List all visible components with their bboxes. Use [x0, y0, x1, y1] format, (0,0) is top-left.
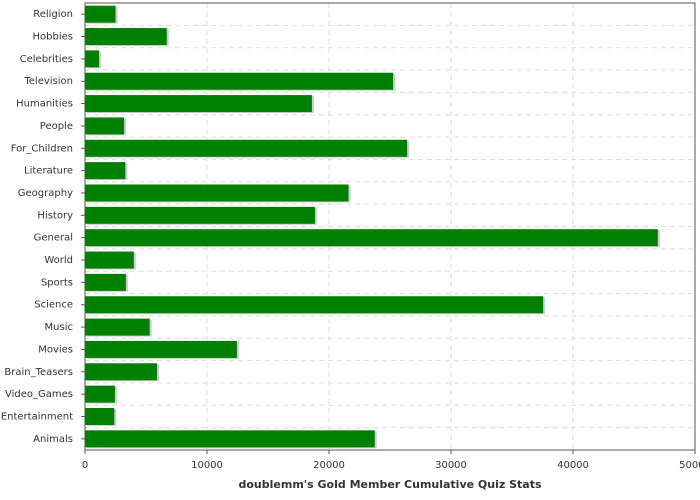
- y-tick-label: Sports: [41, 277, 73, 288]
- bar: [85, 72, 394, 90]
- x-axis-title: doublemm's Gold Member Cumulative Quiz S…: [238, 478, 541, 491]
- y-tick-label: World: [44, 255, 73, 266]
- y-tick-label: Geography: [18, 188, 73, 199]
- x-tick-label: 10000: [191, 460, 223, 471]
- y-tick-label: Brain_Teasers: [4, 367, 73, 378]
- y-tick-label: Entertainment: [1, 411, 73, 422]
- bar: [85, 95, 312, 113]
- plot-border: [84, 2, 696, 451]
- y-tick-label: Literature: [24, 166, 73, 177]
- y-tick-label: Celebrities: [20, 54, 73, 65]
- y-tick-label: For_Children: [11, 143, 73, 154]
- bar: [85, 206, 315, 224]
- bar: [85, 318, 150, 336]
- x-tick-label: 0: [82, 460, 88, 471]
- y-tick-label: Hobbies: [33, 32, 73, 43]
- y-tick-label: History: [37, 210, 73, 221]
- y-tick-label: Video_Games: [5, 389, 73, 400]
- y-tick-label: Television: [23, 76, 73, 87]
- bar: [85, 407, 115, 425]
- bar: [85, 184, 349, 202]
- bar: [85, 139, 408, 157]
- y-tick-label: General: [34, 233, 73, 244]
- y-tick-label: Science: [34, 300, 73, 311]
- y-tick-label: People: [40, 121, 73, 132]
- bar: [85, 251, 134, 269]
- bar: [85, 229, 658, 247]
- x-tick-label: 40000: [557, 460, 589, 471]
- bar: [85, 363, 157, 381]
- x-tick-label: 50000: [679, 460, 700, 471]
- x-tick-label: 20000: [313, 460, 345, 471]
- y-tick-label: Humanities: [16, 99, 73, 110]
- y-tick-label: Movies: [38, 344, 73, 355]
- y-tick-label: Music: [45, 322, 73, 333]
- y-tick-label: Religion: [33, 9, 73, 20]
- bar: [85, 385, 115, 403]
- x-tick-label: 30000: [435, 460, 467, 471]
- bar: [85, 296, 544, 314]
- bar: [85, 340, 237, 358]
- bar: [85, 5, 116, 23]
- bar: [85, 50, 100, 68]
- bar: [85, 273, 126, 291]
- y-tick-label: Animals: [33, 434, 73, 445]
- bar: [85, 430, 375, 448]
- bar: [85, 28, 167, 46]
- bar: [85, 117, 125, 135]
- bar: [85, 162, 126, 180]
